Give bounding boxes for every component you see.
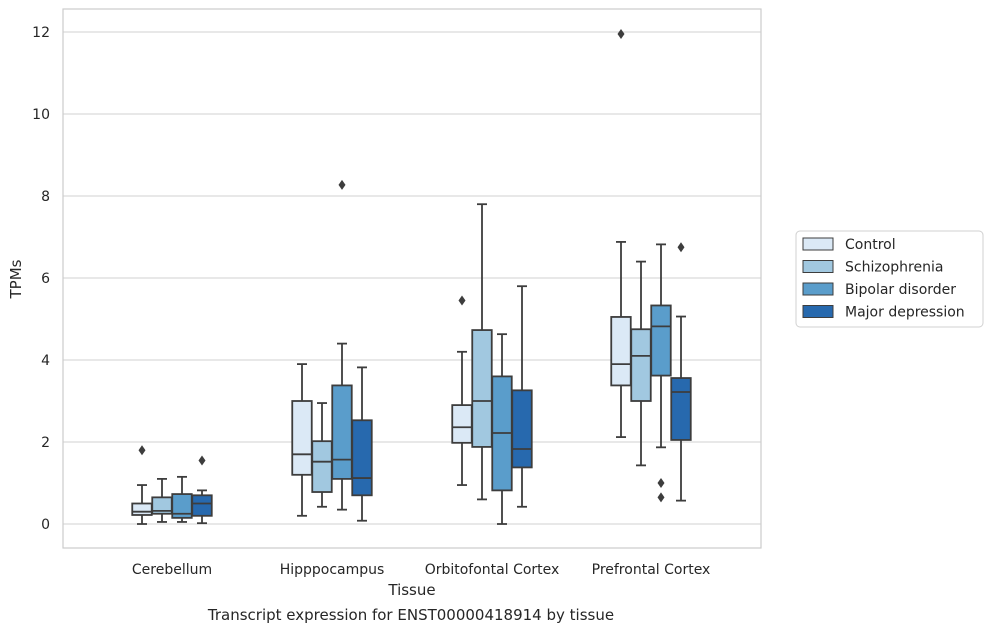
box-layer bbox=[131, 29, 692, 525]
box-iqr bbox=[311, 440, 333, 493]
box-iqr bbox=[610, 316, 632, 387]
box-iqr bbox=[331, 384, 353, 480]
y-axis-label: TPMs bbox=[7, 259, 25, 299]
box-1-0 bbox=[151, 477, 173, 523]
box-iqr bbox=[451, 404, 473, 444]
legend-swatch bbox=[802, 237, 834, 251]
x-tick-label: Orbitofontal Cortex bbox=[425, 562, 560, 578]
y-tick-label: 12 bbox=[32, 25, 50, 41]
box-3-0 bbox=[191, 455, 213, 525]
box-2-3 bbox=[650, 243, 672, 503]
legend-frame bbox=[795, 230, 984, 328]
box-1-1 bbox=[311, 402, 333, 508]
legend-label: Major depression bbox=[845, 305, 965, 321]
box-iqr bbox=[131, 502, 153, 516]
box-iqr bbox=[630, 328, 652, 402]
box-0-0 bbox=[131, 445, 153, 525]
outlier-point bbox=[677, 242, 685, 253]
x-tick-label: Prefrontal Cortex bbox=[592, 562, 711, 578]
outlier-point bbox=[338, 179, 346, 190]
box-1-3 bbox=[630, 260, 652, 467]
box-0-2 bbox=[451, 295, 473, 486]
box-iqr bbox=[650, 304, 672, 377]
legend-swatch bbox=[802, 260, 834, 273]
box-iqr bbox=[670, 377, 692, 441]
x-tick-label: Hipppocampus bbox=[280, 562, 385, 578]
legend-label: Bipolar disorder bbox=[845, 282, 956, 298]
legend-swatch bbox=[802, 305, 834, 318]
legend-label: Control bbox=[845, 237, 896, 253]
box-iqr bbox=[351, 419, 373, 497]
tick-layer: 0 2 4 6 8 10 12 Cerebellum Hipppocampus Orbitofon… bbox=[32, 25, 710, 578]
y-tick-label: 6 bbox=[41, 271, 50, 287]
outlier-point bbox=[657, 492, 665, 503]
y-tick-label: 10 bbox=[32, 107, 50, 123]
outlier-point bbox=[657, 478, 665, 488]
box-iqr bbox=[511, 389, 533, 469]
box-3-1 bbox=[351, 366, 373, 522]
y-tick-label: 0 bbox=[41, 517, 50, 533]
outlier-point bbox=[198, 455, 206, 466]
grid-layer bbox=[63, 31, 761, 525]
legend-swatch bbox=[802, 282, 834, 296]
box-2-0 bbox=[171, 475, 193, 523]
y-tick-label: 4 bbox=[41, 353, 50, 369]
box-2-1 bbox=[331, 179, 353, 511]
box-0-1 bbox=[291, 363, 313, 517]
box-2-2 bbox=[491, 333, 513, 525]
outlier-point bbox=[138, 445, 146, 456]
box-iqr bbox=[291, 400, 313, 476]
box-iqr bbox=[191, 494, 213, 517]
figure-caption: Transcript expression for ENST0000041891… bbox=[207, 606, 615, 624]
outlier-point bbox=[617, 29, 625, 40]
box-0-3 bbox=[610, 29, 632, 438]
outlier-point bbox=[458, 295, 466, 306]
legend-label: Schizophrenia bbox=[845, 260, 943, 276]
plot-frame bbox=[62, 8, 762, 549]
y-tick-label: 8 bbox=[41, 189, 50, 205]
y-tick-label: 2 bbox=[41, 435, 50, 451]
box-3-2 bbox=[511, 285, 533, 508]
box-3-3 bbox=[670, 242, 692, 502]
legend: Control Schizophrenia Bipolar disorder Majo… bbox=[795, 230, 984, 328]
box-iqr bbox=[471, 329, 493, 448]
x-tick-label: Cerebellum bbox=[132, 562, 212, 578]
x-axis-label: Tissue bbox=[387, 581, 435, 599]
box-1-2 bbox=[471, 203, 493, 501]
